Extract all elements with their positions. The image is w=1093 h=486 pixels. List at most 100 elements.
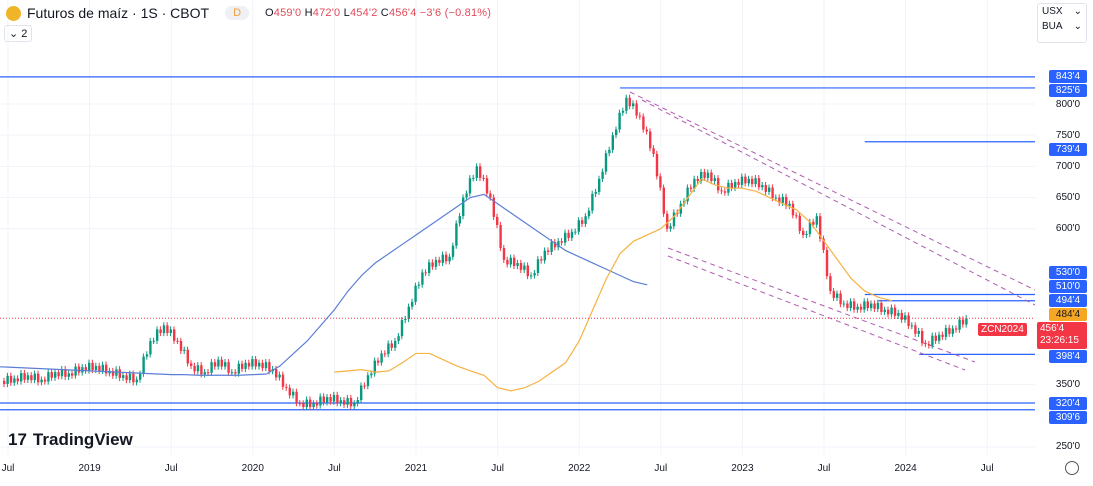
settings-icon[interactable] bbox=[1065, 461, 1079, 475]
candle-body bbox=[713, 178, 716, 182]
ohlc-values: O459'0 H472'0 L454'2 C456'4 −3'6 (−0.81%… bbox=[265, 7, 491, 19]
candle-body bbox=[377, 360, 380, 363]
collapse-indicators-button[interactable]: ⌄ 2 bbox=[4, 25, 33, 42]
candle-body bbox=[944, 327, 948, 337]
candle-body bbox=[251, 359, 254, 367]
candle-body bbox=[475, 166, 478, 178]
candle-body bbox=[842, 303, 846, 305]
candle-body bbox=[26, 375, 30, 380]
candle-body bbox=[465, 193, 468, 198]
candle-body bbox=[941, 334, 944, 337]
candle-body bbox=[574, 231, 577, 233]
candle-body bbox=[689, 187, 693, 189]
chevron-down-icon: ⌄ bbox=[1073, 21, 1082, 32]
candle-body bbox=[931, 335, 934, 346]
candle-body bbox=[33, 373, 36, 381]
candle-body bbox=[6, 375, 9, 384]
candle-body bbox=[496, 216, 499, 225]
channel-line bbox=[667, 255, 966, 371]
candle-body bbox=[778, 197, 781, 203]
candle-body bbox=[679, 203, 682, 214]
candle-body bbox=[431, 262, 434, 267]
candle-body bbox=[186, 349, 189, 364]
candle-body bbox=[611, 135, 614, 150]
candle-body bbox=[924, 343, 927, 345]
candle-body bbox=[190, 363, 193, 366]
candle-body bbox=[601, 171, 604, 179]
candle-body bbox=[407, 306, 410, 319]
candle-body bbox=[438, 259, 441, 263]
candle-body bbox=[669, 226, 672, 229]
candle-body bbox=[125, 375, 128, 381]
candle-body bbox=[873, 303, 876, 309]
candle-body bbox=[856, 306, 859, 310]
symbol-title[interactable]: Futuros de maíz · 1S · CBOT bbox=[27, 5, 210, 21]
candle-body bbox=[883, 309, 886, 312]
candle-body bbox=[604, 153, 608, 172]
candle-body bbox=[635, 103, 638, 116]
tradingview-logo[interactable]: 17 TradingView bbox=[8, 430, 133, 450]
unit-select[interactable]: BUA ⌄ bbox=[1038, 19, 1086, 34]
candle-body bbox=[370, 373, 373, 376]
candle-body bbox=[638, 115, 642, 117]
candle-body bbox=[332, 394, 336, 402]
candle-body bbox=[615, 129, 618, 136]
candle-body bbox=[145, 354, 149, 357]
candle-body bbox=[608, 149, 611, 154]
candle-body bbox=[135, 379, 138, 383]
candle-body bbox=[336, 394, 339, 404]
candle-body bbox=[686, 187, 689, 202]
currency-select[interactable]: USX ⌄ bbox=[1038, 4, 1086, 19]
candle-body bbox=[655, 153, 659, 177]
candle-body bbox=[210, 362, 213, 373]
channel-line bbox=[641, 99, 1036, 306]
candle-body bbox=[628, 97, 631, 107]
candle-body bbox=[696, 178, 699, 182]
candle-body bbox=[295, 391, 298, 404]
mode-badge[interactable]: D bbox=[225, 6, 250, 20]
candle-body bbox=[356, 400, 359, 404]
candle-body bbox=[900, 312, 903, 320]
price-level-label: 825'6 bbox=[1049, 84, 1087, 98]
candle-body bbox=[292, 391, 295, 396]
close-label: C bbox=[380, 7, 389, 19]
candle-body bbox=[951, 328, 954, 334]
candle-body bbox=[448, 256, 451, 262]
channel-line bbox=[667, 247, 976, 363]
candle-body bbox=[203, 372, 206, 375]
candle-body bbox=[404, 318, 407, 321]
candle-body bbox=[91, 362, 94, 370]
candle-body bbox=[642, 116, 645, 130]
candle-body bbox=[897, 312, 900, 316]
candle-body bbox=[322, 396, 325, 403]
candle-body bbox=[523, 265, 526, 270]
candle-body bbox=[105, 364, 108, 374]
candle-body bbox=[516, 263, 519, 266]
x-tick-label: 2021 bbox=[404, 463, 428, 474]
candle-body bbox=[893, 307, 897, 316]
candle-body bbox=[166, 325, 169, 334]
candle-body bbox=[227, 362, 230, 373]
candle-body bbox=[462, 197, 465, 217]
x-tick-label: 2022 bbox=[568, 463, 591, 474]
ma-long-line bbox=[0, 193, 648, 376]
candle-body bbox=[394, 340, 397, 348]
candle-body bbox=[40, 379, 43, 383]
candle-body bbox=[373, 360, 376, 374]
price-level-label: 320'4 bbox=[1049, 396, 1087, 410]
candle-body bbox=[94, 365, 98, 370]
candle-body bbox=[761, 185, 764, 188]
candle-body bbox=[526, 265, 529, 277]
y-tick-label: 750'0 bbox=[1055, 129, 1081, 141]
candle-body bbox=[30, 375, 33, 381]
candle-body bbox=[825, 249, 829, 277]
candle-body bbox=[533, 272, 536, 276]
candle-body bbox=[159, 329, 162, 334]
candle-body bbox=[156, 329, 159, 341]
candle-body bbox=[645, 129, 648, 132]
candle-body bbox=[281, 374, 285, 387]
candle-body bbox=[910, 325, 914, 327]
candle-body bbox=[329, 397, 332, 402]
price-level-label: 530'0 bbox=[1049, 265, 1087, 279]
